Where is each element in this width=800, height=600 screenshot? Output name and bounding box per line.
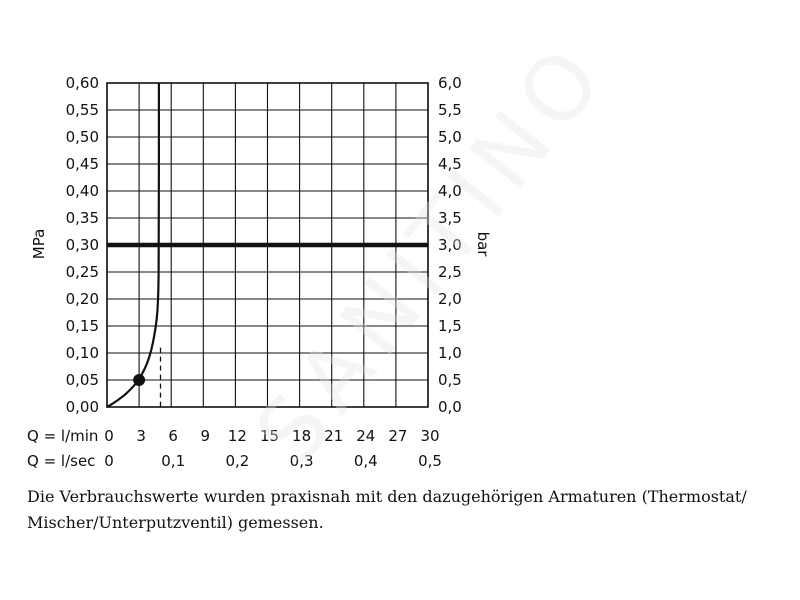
right-tick-label: 5,0 [438,128,462,146]
x-tick-lmin: 21 [324,427,343,445]
left-tick-label: 0,20 [66,290,99,308]
x-tick-lmin: 12 [228,427,247,445]
x-tick-lmin: 24 [356,427,375,445]
right-tick-label: 6,0 [438,74,462,92]
right-tick-label: 1,5 [438,317,462,335]
left-axis-title: MPa [30,229,48,260]
right-axis-ticks: 0,0 0,5 1,0 1,5 2,0 2,5 3,0 3,5 4,0 4,5 5,0 5,5 6,0 [438,74,462,416]
left-tick-label: 0,40 [66,182,99,200]
x-tick-lsec: 0,4 [354,452,378,470]
x-tick-lmin: 0 [104,427,114,445]
x-row2-label: Q = l/sec [27,452,95,470]
x-tick-lmin: 9 [201,427,211,445]
x-tick-lsec: 0 [104,452,114,470]
x-axis-ticks: Q = l/min Q = l/sec 0 3 6 9 12 15 18 21 24 27 30 0 0,1… [27,427,442,470]
left-tick-label: 0,00 [66,398,99,416]
right-tick-label: 2,5 [438,263,462,281]
x-tick-lmin: 6 [168,427,178,445]
right-tick-label: 3,0 [438,236,462,254]
left-tick-label: 0,05 [66,371,99,389]
right-tick-label: 4,5 [438,155,462,173]
x-tick-lmin: 15 [260,427,279,445]
right-axis-title: bar [474,232,492,258]
left-tick-label: 0,15 [66,317,99,335]
chart-caption: Die Verbrauchswerte wurden praxisnah mit… [27,487,747,532]
right-tick-label: 4,0 [438,182,462,200]
x-tick-lmin: 18 [292,427,311,445]
right-tick-label: 5,5 [438,101,462,119]
left-tick-label: 0,10 [66,344,99,362]
x-row1-label: Q = l/min [27,427,98,445]
left-tick-label: 0,45 [66,155,99,173]
x-tick-lmin: 30 [420,427,439,445]
x-tick-lsec: 0,3 [290,452,314,470]
pressure-flow-chart: 0,000,050,100,150,200,250,300,350,400,45… [27,74,492,470]
left-tick-label: 0,60 [66,74,99,92]
right-tick-label: 0,0 [438,398,462,416]
x-tick-lsec: 0,2 [225,452,249,470]
right-tick-label: 0,5 [438,371,462,389]
flow-pressure-curve [106,83,160,408]
left-tick-label: 0,30 [66,236,99,254]
left-axis-ticks: 0,00 0,05 0,10 0,15 0,20 0,25 0,30 0,35 0,40 0,45… [66,74,99,416]
x-tick-lmin: 3 [136,427,146,445]
left-tick-label: 0,35 [66,209,99,227]
x-tick-lsec: 0,5 [418,452,442,470]
right-tick-label: 3,5 [438,209,462,227]
left-tick-label: 0,50 [66,128,99,146]
right-tick-label: 1,0 [438,344,462,362]
left-tick-label: 0,25 [66,263,99,281]
x-tick-lsec: 0,1 [161,452,185,470]
operating-point-marker [133,374,146,386]
left-tick-label: 0,55 [66,101,99,119]
right-tick-label: 2,0 [438,290,462,308]
x-tick-lmin: 27 [388,427,407,445]
